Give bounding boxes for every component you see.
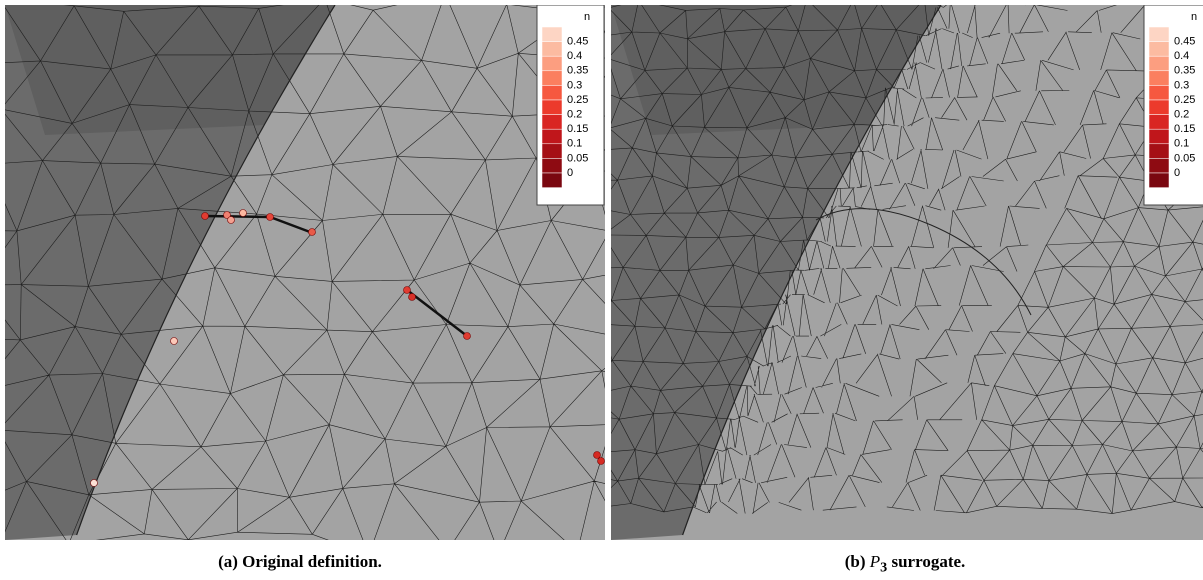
legend-label: 0 — [567, 167, 573, 179]
legend-label: 0 — [1174, 167, 1180, 179]
legend-swatch — [1149, 56, 1169, 71]
legend-swatch — [542, 129, 562, 144]
legend-swatch — [542, 115, 562, 130]
legend-swatch — [1149, 100, 1169, 115]
legend-label: 0.3 — [567, 79, 582, 91]
legend-swatch — [542, 42, 562, 57]
legend-label: 0.4 — [567, 50, 582, 62]
point — [267, 214, 274, 221]
legend-label: 0.25 — [567, 94, 588, 106]
legend-title: n — [1191, 11, 1197, 23]
legend-swatch — [1149, 71, 1169, 86]
page: n 0.45 0.4 0.35 0.3 0.25 0.2 0.15 0.1 0.05 0 n 0.45… — [0, 0, 1203, 580]
point — [598, 458, 605, 465]
point — [464, 333, 471, 340]
legend-swatch — [542, 56, 562, 71]
caption-label: (a) — [218, 552, 238, 571]
legend-label: 0.1 — [567, 138, 582, 150]
legend-swatch — [542, 27, 562, 42]
legend-label: 0.45 — [567, 36, 588, 48]
legend-swatch — [1149, 115, 1169, 130]
caption-b: (b) P3 surrogate. — [605, 552, 1203, 576]
legend-label: 0.2 — [1174, 109, 1189, 121]
legend-label: 0.2 — [567, 109, 582, 121]
legend-swatch — [542, 71, 562, 86]
caption-a: (a) Original definition. — [0, 552, 600, 572]
legend-label: 0.25 — [1174, 94, 1195, 106]
caption-label: (b) — [845, 552, 866, 571]
legend-label: 0.35 — [1174, 65, 1195, 77]
point — [240, 210, 247, 217]
legend-title: n — [584, 11, 590, 23]
caption-text: surrogate. — [891, 552, 965, 571]
legend-label: 0.15 — [1174, 123, 1195, 135]
legend-swatch — [1149, 85, 1169, 100]
legend-label: 0.05 — [1174, 152, 1195, 164]
panel-a: n 0.45 0.4 0.35 0.3 0.25 0.2 0.15 0.1 0.05 0 — [5, 5, 605, 540]
legend-swatch — [1149, 27, 1169, 42]
legend-label: 0.1 — [1174, 138, 1189, 150]
legend-swatch — [1149, 42, 1169, 57]
legend-label: 0.15 — [567, 123, 588, 135]
point — [91, 480, 98, 487]
legend-label: 0.4 — [1174, 50, 1189, 62]
legend-label: 0.3 — [1174, 79, 1189, 91]
legend-swatch — [542, 158, 562, 173]
point — [404, 287, 411, 294]
legend-swatch — [1149, 144, 1169, 159]
point — [171, 338, 178, 345]
legend-swatch — [542, 173, 562, 188]
point — [409, 294, 416, 301]
legend-swatch — [1149, 158, 1169, 173]
point — [309, 229, 316, 236]
legend-label: 0.35 — [567, 65, 588, 77]
legend-swatch — [542, 100, 562, 115]
caption-math: P — [870, 552, 880, 571]
point — [594, 452, 601, 459]
caption-text: Original definition. — [242, 552, 382, 571]
legend-swatch — [1149, 173, 1169, 188]
legend-swatch — [1149, 129, 1169, 144]
point — [202, 213, 209, 220]
panel-b: n 0.45 0.4 0.35 0.3 0.25 0.2 0.15 0.1 0.05 0 — [611, 5, 1203, 540]
legend-swatch — [542, 144, 562, 159]
point — [228, 217, 235, 224]
legend-label: 0.45 — [1174, 36, 1195, 48]
legend-label: 0.05 — [567, 152, 588, 164]
legend-swatch — [542, 85, 562, 100]
caption-subscript: 3 — [880, 559, 887, 575]
